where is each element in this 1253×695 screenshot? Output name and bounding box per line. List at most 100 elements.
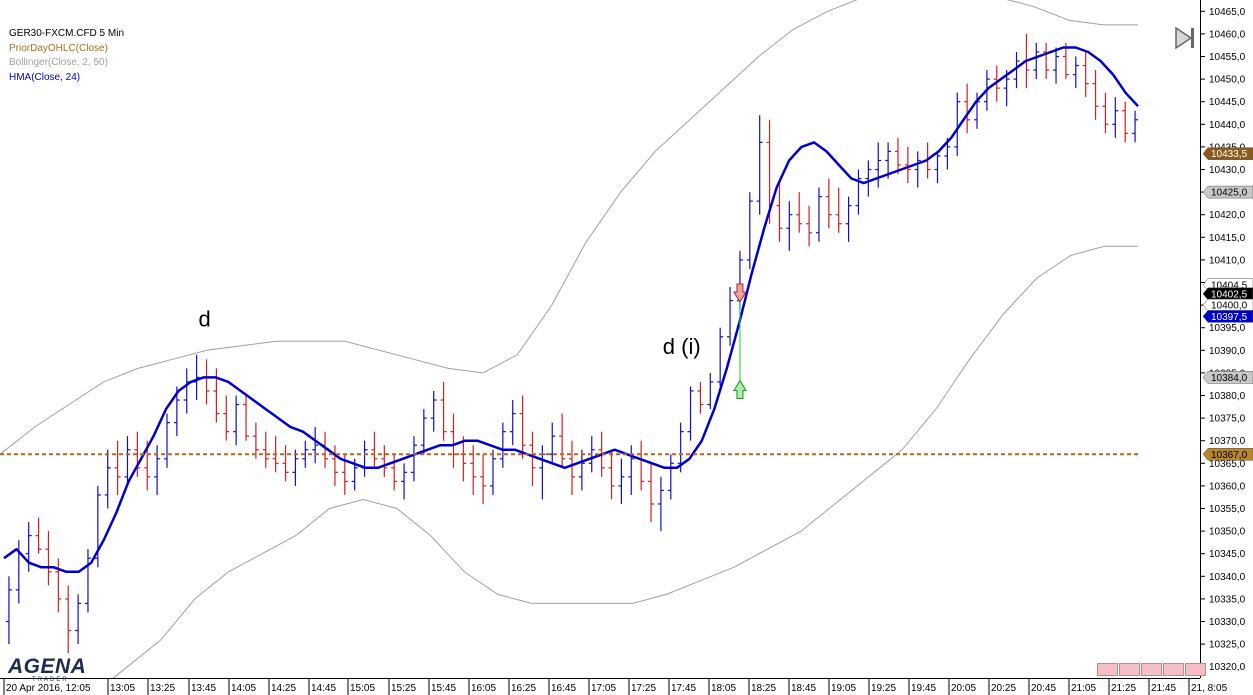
price-tick-label: 10455,0 (1209, 52, 1246, 63)
ohlc-bar (914, 151, 921, 188)
ohlc-bar (786, 201, 793, 251)
time-tick-label: 21, 8:05 (1191, 683, 1228, 694)
ohlc-bar (648, 463, 655, 523)
ohlc-bar (1082, 51, 1089, 98)
ohlc-bar (529, 431, 536, 486)
ohlc-bar (1132, 110, 1139, 143)
price-tag-label: 10404,5 (1211, 280, 1248, 291)
ohlc-bar (845, 196, 852, 242)
price-tag-shape (1202, 298, 1253, 312)
price-tick-label: 10330,0 (1209, 617, 1246, 628)
price-tick-label: 10380,0 (1209, 391, 1246, 402)
ohlc-bar (1053, 47, 1060, 84)
ohlc-bar (292, 449, 299, 486)
indicator-legend: GER30-FXCM.CFD 5 Min PriorDayOHLC(Close)… (9, 27, 124, 85)
time-tick-label: 16:05 (471, 683, 496, 694)
play-icon[interactable] (1174, 27, 1196, 49)
time-tick-label: 18:45 (791, 683, 816, 694)
price-tag: 10384,0 (1202, 371, 1253, 384)
ohlc-bar (885, 142, 892, 179)
time-tick-label: 21:45 (1151, 683, 1176, 694)
time-tick-label: 15:45 (431, 683, 456, 694)
ohlc-bar (796, 192, 803, 233)
ohlc-bar (65, 585, 72, 654)
time-tick-label: 21:05 (1071, 683, 1096, 694)
price-tick-label: 10390,0 (1209, 346, 1246, 357)
ohlc-bar (75, 594, 82, 645)
ohlc-bar (381, 445, 388, 477)
ohlc-bar (401, 463, 408, 500)
price-tag-label: 10400,0 (1211, 301, 1248, 312)
legend-hma: HMA(Close, 24) (9, 71, 81, 83)
price-tag: 10433,5 (1202, 147, 1253, 160)
time-tick-label: 13:25 (150, 683, 175, 694)
ohlc-bar (233, 395, 240, 446)
wave-annotation: d (199, 307, 211, 332)
time-tick-label: 15:05 (350, 683, 375, 694)
price-tick-label: 10365,0 (1209, 459, 1246, 470)
ohlc-bar (430, 390, 437, 432)
bollinger-bands (0, 0, 1138, 695)
price-tick-label: 10340,0 (1209, 572, 1246, 583)
price-tag-shape (1202, 185, 1253, 199)
ohlc-bar (252, 422, 259, 459)
price-tick-label: 10360,0 (1209, 481, 1246, 492)
page-button[interactable] (1163, 663, 1184, 676)
ohlc-bar (312, 427, 319, 464)
page-button[interactable] (1119, 663, 1140, 676)
price-tag-label: 10367,0 (1211, 450, 1248, 461)
ohlc-bar (104, 449, 111, 509)
page-button[interactable] (1097, 663, 1118, 676)
ohlc-bar (578, 449, 585, 491)
ohlc-bar (440, 381, 447, 441)
hma-line (3, 46, 1139, 574)
price-tick-label: 10445,0 (1209, 97, 1246, 108)
ohlc-bar (94, 485, 101, 568)
ohlc-bar (45, 531, 52, 586)
ohlc-bar (509, 400, 516, 446)
ohlc-bar (954, 92, 961, 156)
time-axis-background (0, 678, 1253, 695)
price-tag: 10397,5 (1202, 310, 1253, 323)
page-button[interactable] (1141, 663, 1162, 676)
legend-symbol: GER30-FXCM.CFD 5 Min (9, 28, 125, 39)
price-tick-label: 10320,0 (1209, 662, 1246, 673)
price-tag-label: 10425,0 (1211, 188, 1248, 199)
page-button[interactable] (1185, 663, 1206, 676)
price-tick-label: 10325,0 (1209, 640, 1246, 651)
price-axis-background (1200, 0, 1253, 695)
ohlc-bar (825, 178, 832, 229)
ohlc-bar (776, 183, 783, 242)
bollinger-upper-line (0, 0, 1138, 455)
chart-overlays: d d (i) (0, 283, 1140, 456)
long-entry-arrow-icon (733, 379, 747, 399)
price-tick-label: 10430,0 (1209, 165, 1246, 176)
ohlc-bar (282, 445, 289, 482)
price-axis: 10320,0 10325,0 10330,0 10335,0 10340,0 10345… (1200, 0, 1253, 695)
time-tick-label: 20:45 (1031, 683, 1056, 694)
ohlc-bar (55, 558, 62, 613)
ohlc-bar (1092, 70, 1099, 120)
ohlc-bar (1062, 42, 1069, 80)
time-tick-label: 14:05 (231, 683, 256, 694)
ohlc-bar (875, 142, 882, 188)
time-tick-label: 20:25 (991, 683, 1016, 694)
ohlc-bar (1033, 42, 1040, 80)
price-tick-label: 10420,0 (1209, 210, 1246, 221)
ohlc-bar (371, 431, 378, 468)
ohlc-bar (964, 83, 971, 134)
ohlc-bar (5, 576, 12, 645)
ohlc-bar (499, 422, 506, 468)
ohlc-bar (124, 436, 131, 486)
time-tick-label: 19:25 (871, 683, 896, 694)
time-tick-label: 13:05 (110, 683, 135, 694)
price-tag: 10367,0 (1202, 448, 1253, 461)
ohlc-bar (756, 115, 763, 215)
time-tick-label: 18:25 (751, 683, 776, 694)
time-tick-label: 15:25 (391, 683, 416, 694)
time-tick-label: 19:45 (911, 683, 936, 694)
time-tick-label: 20:05 (951, 683, 976, 694)
ohlc-bar (163, 413, 170, 468)
price-tag-shape (1202, 448, 1253, 461)
